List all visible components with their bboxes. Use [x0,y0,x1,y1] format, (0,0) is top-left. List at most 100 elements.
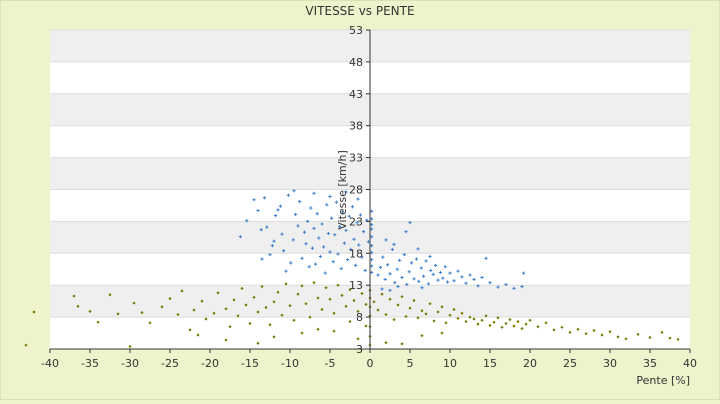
data-point [468,315,472,319]
data-point [300,256,304,261]
data-point [238,235,242,239]
data-point [504,321,508,326]
x-tick-label: -40 [41,357,59,370]
data-point [404,230,408,234]
data-point [376,308,380,312]
data-point [328,297,332,301]
data-point [380,292,384,296]
data-point [476,284,480,288]
data-point [416,247,420,251]
data-point [333,233,337,237]
data-point [264,305,268,310]
data-point [259,228,263,232]
data-point [352,237,356,241]
data-point [315,212,319,216]
data-point [256,341,260,345]
data-point [520,284,524,289]
data-point [504,282,508,287]
data-point [312,281,316,285]
data-point [316,327,320,331]
data-point [384,312,388,317]
data-point [76,304,80,308]
data-point [420,286,424,290]
data-point [188,328,192,332]
axes-layer: -40 -35 -30 -25 -20 -15 -10 -5 0 5 10 15 20 25 30 35 40 3… [41,24,697,370]
data-point [560,325,564,329]
data-point [326,231,330,236]
data-point [384,238,388,242]
data-point [224,338,228,342]
data-point [292,189,296,193]
data-point [245,219,249,223]
data-point [452,307,456,312]
data-point [428,254,432,259]
data-point [386,263,390,267]
data-point [388,297,392,301]
data-point [392,318,396,322]
data-point [412,298,416,303]
data-point [516,319,520,324]
x-tick-label: 35 [643,357,657,370]
data-point [464,319,468,324]
data-point [448,313,452,317]
data-point [323,271,327,275]
data-point [436,278,440,282]
data-point [307,265,311,269]
data-point [381,255,385,259]
data-point [352,298,356,303]
data-point [480,318,484,322]
data-point [676,337,680,342]
data-point [339,267,343,271]
data-point [370,227,374,231]
data-point [436,310,440,314]
data-point [420,309,424,313]
data-point [512,286,516,290]
data-point [272,335,276,339]
y-tick-label: 48 [349,56,363,69]
data-point [380,287,384,291]
data-point [362,230,366,234]
data-point [344,190,348,194]
data-point [292,318,296,322]
data-point [448,271,452,275]
data-point [332,311,336,315]
data-point [434,263,438,268]
data-point [32,310,36,314]
data-point [289,261,293,265]
data-point [340,293,344,298]
data-point [148,321,152,325]
data-point [356,337,360,341]
data-point [370,222,374,227]
data-point [132,301,136,305]
data-point [284,282,288,286]
data-point [262,196,266,200]
data-point [216,291,220,295]
data-point [668,336,672,340]
data-point [431,272,435,276]
data-point [480,275,484,280]
x-tick-label: 15 [483,357,497,370]
data-point [384,341,388,345]
data-point [360,255,364,259]
y-tick-label: 38 [349,120,363,133]
data-point [354,263,358,268]
x-tick-label: 25 [563,357,577,370]
x-tick-label: -10 [281,357,299,370]
data-point [522,271,526,275]
data-point [341,210,345,214]
data-point [528,318,532,322]
data-point [236,314,240,318]
data-point [370,217,374,221]
data-point [336,283,340,287]
data-point [460,311,464,315]
data-point [294,212,298,216]
data-point [472,277,476,282]
data-point [300,284,304,288]
data-point [378,265,382,269]
data-point [291,238,295,242]
y-tick-label: 33 [349,152,363,165]
series-1 [24,281,680,349]
data-point [72,294,76,298]
data-point [288,304,292,308]
data-point [443,265,447,269]
